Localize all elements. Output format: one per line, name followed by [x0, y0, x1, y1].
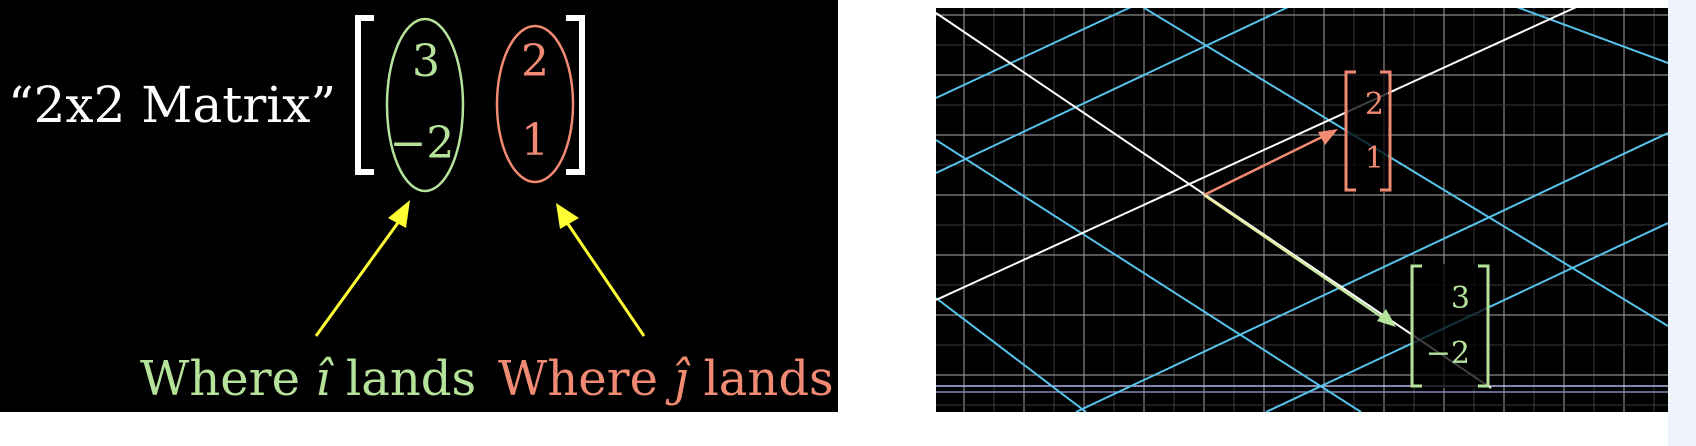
vec-i-left-bracket: [1410, 264, 1422, 388]
column-2-bottom: 1: [521, 115, 549, 166]
matrix-right-bracket: [566, 15, 585, 175]
column-2-top: 2: [521, 36, 549, 87]
blue-line-7: [936, 297, 1087, 412]
arrow-j-shaft: [566, 223, 646, 337]
blue-line-3: [1075, 132, 1668, 412]
blue-line-8: [1516, 8, 1668, 64]
arrow-i-head: [388, 200, 410, 228]
vector-i-head: [1377, 309, 1396, 327]
vec-i-right-bracket: [1478, 264, 1490, 388]
blue-line-5: [1142, 8, 1668, 327]
matrix-explainer-panel: “2x2 Matrix” 3 −2 2 1 Where î lands Wher…: [0, 0, 838, 412]
blue-line-2: [936, 8, 1289, 174]
vec-j-left-bracket: [1344, 70, 1356, 192]
column-1-bottom: −2: [390, 118, 455, 169]
column-1-ellipse: [385, 17, 465, 193]
page-edge: [1668, 0, 1696, 446]
transformed-grid-lines: [936, 8, 1668, 412]
vector-j-head: [1318, 129, 1338, 145]
vector-i-shaft: [1203, 193, 1384, 320]
column-1-top: 3: [412, 36, 440, 87]
transformed-x-axis: [936, 8, 1577, 301]
blue-line-1: [936, 8, 1132, 99]
transformed-grid-panel: 2 1 3 −2: [936, 8, 1668, 412]
arrow-i-shaft: [314, 219, 402, 337]
vec-j-bottom: 1: [1365, 141, 1384, 176]
caption-j-hat: Where ĵ lands: [498, 351, 834, 407]
column-2-ellipse: [495, 24, 575, 184]
vec-j-right-bracket: [1380, 70, 1392, 192]
transformed-grid-svg: 2 1 3 −2: [936, 8, 1668, 412]
vector-j-shaft: [1203, 133, 1327, 197]
vec-i-top: 3: [1451, 281, 1470, 316]
caption-i-hat: Where î lands: [140, 351, 476, 407]
vec-j-top: 2: [1365, 87, 1384, 122]
matrix-explainer-svg: “2x2 Matrix” 3 −2 2 1 Where î lands Wher…: [8, 15, 834, 407]
matrix-label: “2x2 Matrix”: [8, 76, 336, 134]
arrow-j-head: [556, 203, 579, 229]
blue-line-6: [936, 139, 1362, 412]
background-grid: [936, 8, 1668, 412]
vec-i-bottom: −2: [1426, 336, 1470, 371]
matrix-left-bracket: [355, 15, 374, 175]
